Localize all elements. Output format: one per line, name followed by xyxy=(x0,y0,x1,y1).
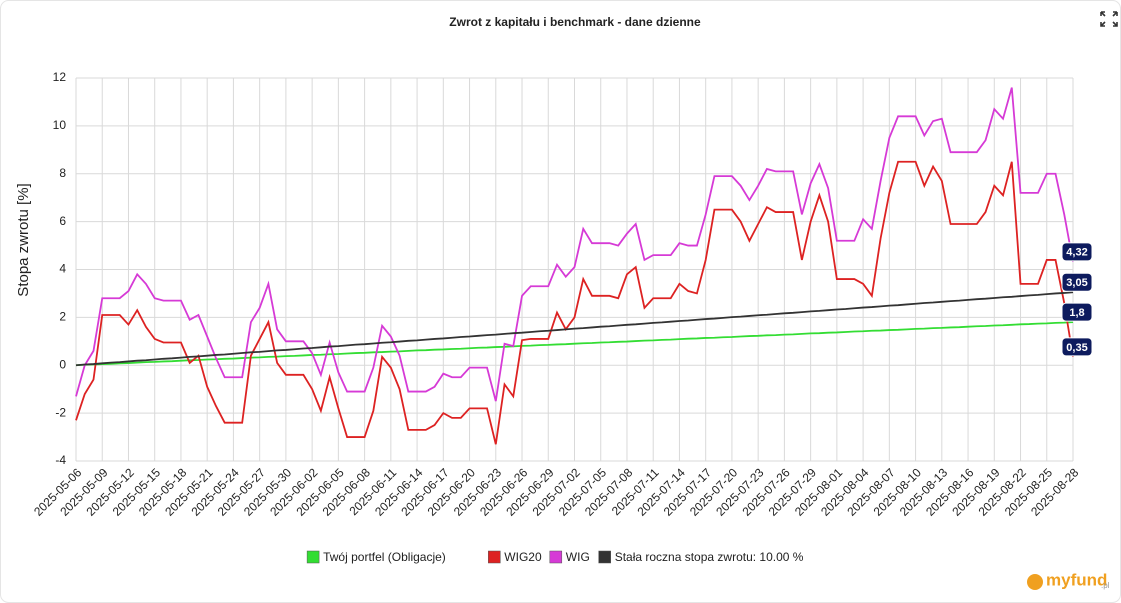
y-tick-label: 8 xyxy=(59,166,66,180)
y-tick-label: 2 xyxy=(59,310,66,324)
y-tick-label: 0 xyxy=(59,357,66,371)
legend-swatch xyxy=(488,550,501,564)
y-tick-label: 6 xyxy=(59,214,66,228)
y-tick-label: -2 xyxy=(55,405,66,419)
series-line xyxy=(75,87,1074,402)
logo-text: myfund xyxy=(1046,570,1107,589)
legend-label: Twój portfel (Obligacje) xyxy=(323,550,446,564)
logo: myfund .pl xyxy=(1027,570,1110,590)
series-line xyxy=(75,291,1074,367)
fullscreen-icon[interactable] xyxy=(1100,11,1118,27)
end-label-box xyxy=(1061,242,1093,262)
legend-label: WIG xyxy=(566,550,590,564)
legend-swatch xyxy=(549,550,563,564)
end-label-text: 4,32 xyxy=(1066,247,1087,259)
chart-title: Zwrot z kapitału i benchmark - dane dzie… xyxy=(449,15,701,29)
end-label-box xyxy=(1061,272,1093,292)
series-line xyxy=(75,160,1074,445)
y-axis-label: Stopa zwrotu [%] xyxy=(15,183,32,296)
end-label-text: 1,8 xyxy=(1069,307,1084,319)
end-label: 1,8 xyxy=(1061,302,1093,322)
series-line xyxy=(75,321,1074,367)
legend-swatch xyxy=(306,550,320,564)
logo-icon xyxy=(1027,574,1043,590)
y-tick-label: 4 xyxy=(59,262,66,276)
legend-label: WIG20 xyxy=(504,550,542,564)
logo-suffix: .pl xyxy=(1101,581,1110,590)
end-label: 3,05 xyxy=(1061,272,1093,292)
end-label-box xyxy=(1061,302,1093,322)
end-label-box xyxy=(1061,337,1093,357)
y-tick-label: -4 xyxy=(55,453,66,467)
legend: Twój portfel (Obligacje) WIG20 WIG Stała ro… xyxy=(306,550,804,564)
end-label: 0,35 xyxy=(1061,337,1093,357)
y-tick-label: 12 xyxy=(53,70,67,84)
end-label-text: 3,05 xyxy=(1066,277,1087,289)
legend-label: Stała roczna stopa zwrotu: 10.00 % xyxy=(615,550,804,564)
y-tick-label: 10 xyxy=(53,118,67,132)
end-label-text: 0,35 xyxy=(1066,342,1087,354)
end-label: 4,32 xyxy=(1061,242,1093,262)
legend-swatch xyxy=(598,550,611,564)
